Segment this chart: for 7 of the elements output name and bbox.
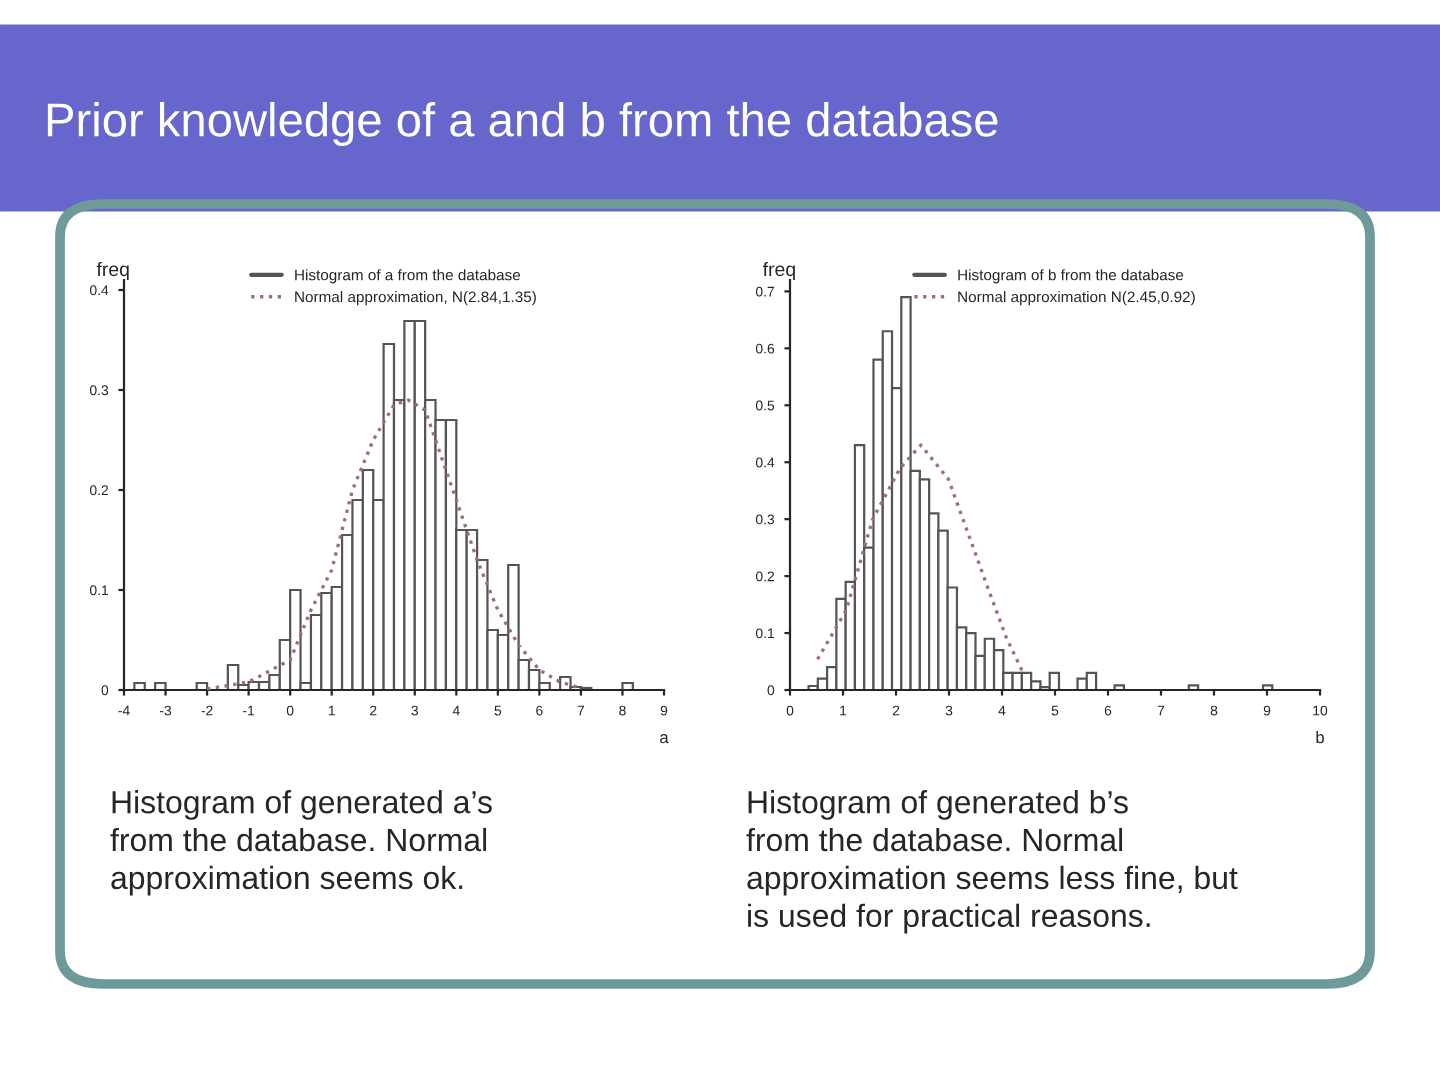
text: Histogram of generated b’s from the database. Normal approximation seems less fine, but is used for practical reasons. bbox=[746, 790, 1238, 934]
x-axis-title: b bbox=[1316, 731, 1324, 744]
y-axis-title: freq bbox=[96, 261, 129, 280]
text: Histogram of generated a’s from the database. Normal approximation seems ok. bbox=[110, 790, 492, 896]
y-axis-title: freq bbox=[762, 261, 795, 280]
chart-title: Prior knowledge of a and b from the database bbox=[47, 101, 998, 147]
x-axis-title: a bbox=[660, 734, 669, 744]
